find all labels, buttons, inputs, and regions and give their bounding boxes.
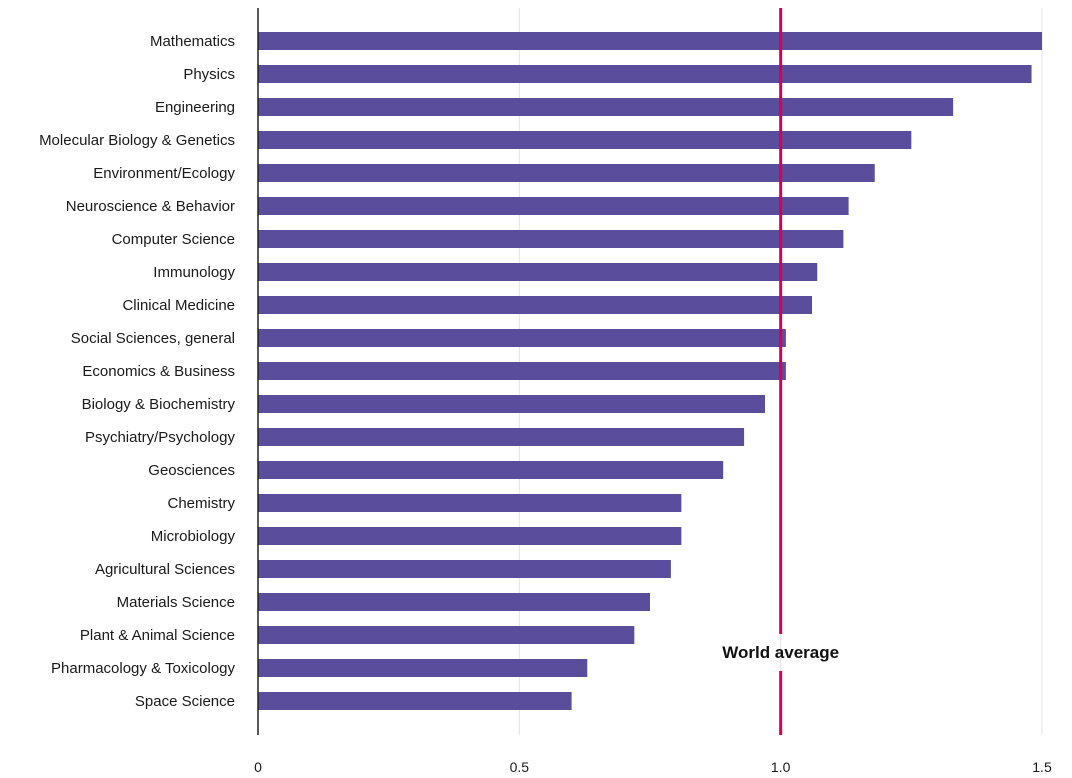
world-average-label: World average — [722, 643, 839, 662]
bar — [258, 560, 671, 578]
category-label: Neuroscience & Behavior — [66, 198, 235, 215]
bars — [258, 32, 1042, 710]
bar — [258, 362, 786, 380]
bar — [258, 263, 818, 281]
category-label: Molecular Biology & Genetics — [39, 132, 235, 149]
bar — [258, 296, 813, 314]
bar — [258, 230, 844, 248]
category-label: Clinical Medicine — [122, 297, 235, 314]
category-label: Environment/Ecology — [93, 165, 235, 182]
category-label: Agricultural Sciences — [95, 561, 235, 578]
category-label: Pharmacology & Toxicology — [51, 660, 235, 677]
bar — [258, 197, 849, 215]
category-label: Microbiology — [151, 528, 236, 545]
bar — [258, 395, 765, 413]
category-label: Economics & Business — [82, 363, 235, 380]
bar — [258, 659, 588, 677]
category-labels: Mathematics Physics Engineering Molecular B… — [39, 33, 235, 710]
category-label: Chemistry — [167, 495, 235, 512]
category-label: Physics — [183, 66, 235, 83]
x-tick-label: 0 — [254, 759, 262, 775]
category-label: Geosciences — [148, 462, 235, 479]
category-label: Immunology — [153, 264, 235, 281]
bar — [258, 131, 912, 149]
bar — [258, 527, 682, 545]
bar — [258, 164, 875, 182]
category-label: Psychiatry/Psychology — [85, 429, 236, 446]
category-label: Space Science — [135, 693, 235, 710]
bar — [258, 626, 635, 644]
bar — [258, 692, 572, 710]
bar — [258, 329, 786, 347]
x-tick-label: 1.0 — [771, 759, 791, 775]
bar — [258, 461, 724, 479]
category-label: Biology & Biochemistry — [82, 396, 236, 413]
bar — [258, 593, 650, 611]
x-tick-label: 0.5 — [510, 759, 530, 775]
bar — [258, 65, 1032, 83]
category-label: Computer Science — [112, 231, 235, 248]
category-label: Social Sciences, general — [71, 330, 235, 347]
category-label: Plant & Animal Science — [80, 627, 235, 644]
category-label: Materials Science — [117, 594, 235, 611]
bar — [258, 32, 1042, 50]
bar — [258, 428, 745, 446]
category-label: Engineering — [155, 99, 235, 116]
x-tick-label: 1.5 — [1032, 759, 1052, 775]
category-label: Mathematics — [150, 33, 235, 50]
x-tick-labels: 0 0.5 1.0 1.5 — [254, 759, 1052, 775]
bar — [258, 494, 682, 512]
bar — [258, 98, 954, 116]
